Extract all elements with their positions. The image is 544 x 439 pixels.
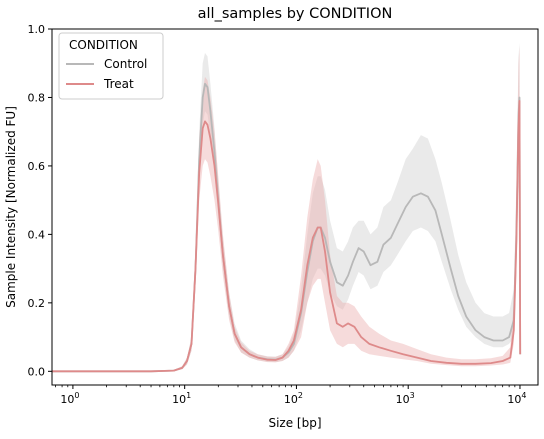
y-tick-label: 1.0 [28,23,46,36]
y-tick-label: 0.0 [28,365,46,378]
y-tick-label: 0.2 [28,297,46,310]
x-tick-label: 101 [172,391,191,406]
legend: CONDITION Control Treat [58,32,164,100]
x-tick-label: 100 [60,391,79,406]
plot-lines [52,82,522,373]
y-axis-label: Sample Intensity [Normalized FU] [4,106,18,308]
plot-bands [52,42,521,372]
line-control [52,82,522,373]
legend-box [58,32,164,100]
y-tick-label: 0.4 [28,228,46,241]
plot-frame [51,28,539,386]
legend-label-treat: Treat [103,77,134,91]
line-treat [52,100,522,373]
legend-title: CONDITION [69,38,138,52]
legend-label-control: Control [104,57,147,71]
x-tick-label: 104 [507,391,526,406]
y-tick-label: 0.8 [28,91,46,104]
chart-title: all_samples by CONDITION [198,6,393,22]
band-control [52,42,521,372]
x-axis-label: Size [bp] [268,416,321,430]
x-tick-label: 102 [284,391,303,406]
x-axis-ticks: 100 101 102 103 104 [55,385,527,406]
y-axis-ticks: 0.0 0.2 0.4 0.6 0.8 1.0 [28,23,52,378]
y-tick-label: 0.6 [28,160,46,173]
x-tick-label: 103 [396,391,415,406]
